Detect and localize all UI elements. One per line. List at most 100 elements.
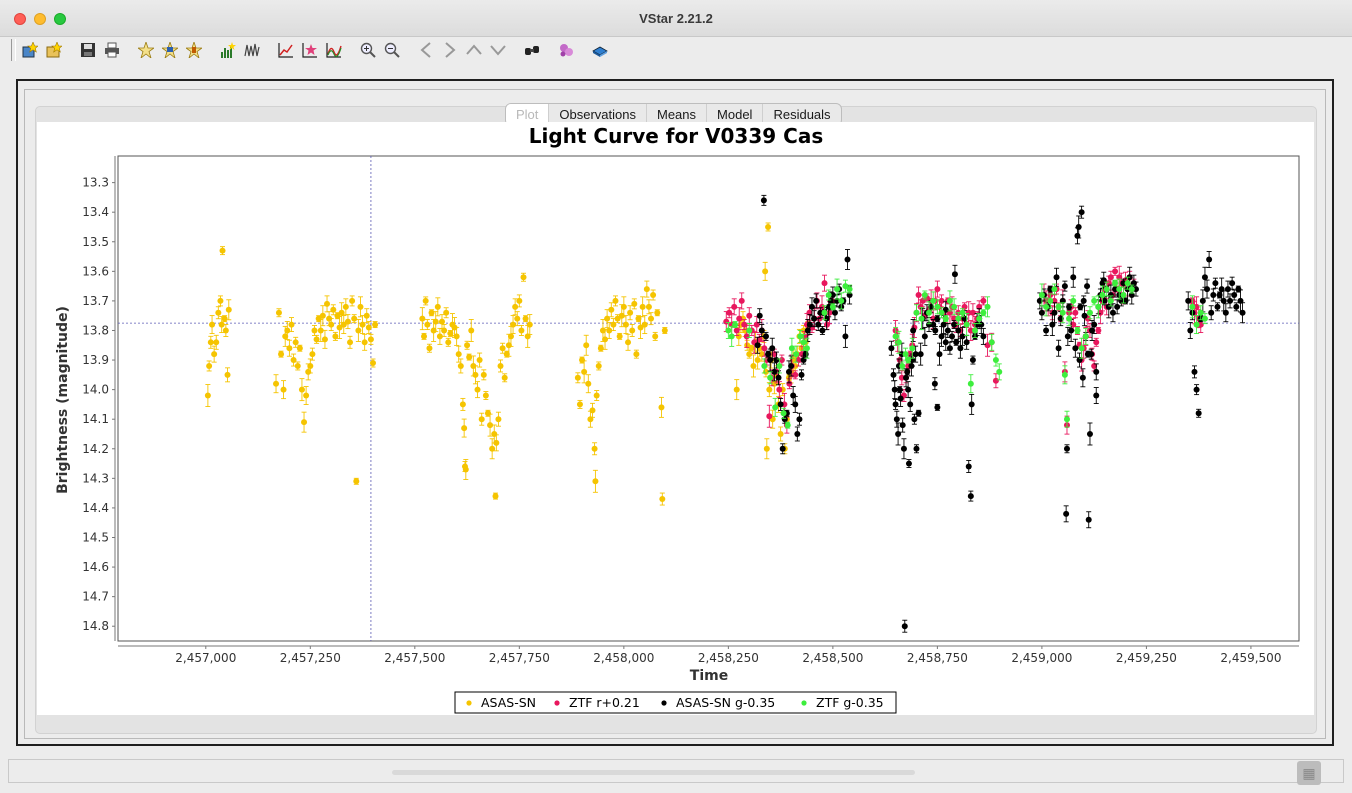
- data-point[interactable]: [466, 354, 473, 361]
- data-point[interactable]: [286, 345, 293, 352]
- data-point[interactable]: [309, 351, 316, 358]
- close-window-button[interactable]: [14, 13, 26, 25]
- data-point[interactable]: [772, 404, 779, 411]
- data-point[interactable]: [992, 377, 999, 384]
- data-point[interactable]: [901, 623, 908, 630]
- data-point[interactable]: [1231, 291, 1238, 298]
- data-point[interactable]: [507, 333, 514, 340]
- data-point[interactable]: [781, 416, 788, 423]
- data-point[interactable]: [930, 315, 937, 322]
- data-point[interactable]: [980, 333, 987, 340]
- data-point[interactable]: [773, 357, 780, 364]
- data-point[interactable]: [1112, 268, 1119, 275]
- data-point[interactable]: [338, 309, 345, 316]
- data-point[interactable]: [334, 312, 341, 319]
- data-point[interactable]: [478, 416, 485, 423]
- data-point[interactable]: [938, 297, 945, 304]
- filter-2-button[interactable]: [183, 39, 205, 61]
- data-point[interactable]: [1214, 303, 1221, 310]
- polynomial-button[interactable]: [323, 39, 345, 61]
- tab-residuals[interactable]: Residuals: [762, 104, 840, 125]
- info-button[interactable]: [135, 39, 157, 61]
- data-point[interactable]: [342, 303, 349, 310]
- data-point[interactable]: [765, 351, 772, 358]
- data-point[interactable]: [819, 327, 826, 334]
- data-point[interactable]: [899, 362, 906, 369]
- data-point[interactable]: [330, 306, 337, 313]
- data-point[interactable]: [629, 327, 636, 334]
- data-point[interactable]: [898, 374, 905, 381]
- data-point[interactable]: [1193, 321, 1200, 328]
- plugin-button[interactable]: [555, 39, 577, 61]
- data-point[interactable]: [959, 309, 966, 316]
- data-point[interactable]: [654, 309, 661, 316]
- data-point[interactable]: [1116, 286, 1123, 293]
- data-point[interactable]: [896, 386, 903, 393]
- data-point[interactable]: [934, 286, 941, 293]
- data-point[interactable]: [637, 324, 644, 331]
- data-point[interactable]: [1081, 312, 1088, 319]
- data-point[interactable]: [903, 374, 910, 381]
- data-point[interactable]: [499, 345, 506, 352]
- data-point[interactable]: [892, 333, 899, 340]
- data-point[interactable]: [516, 297, 523, 304]
- data-point[interactable]: [1222, 309, 1229, 316]
- data-point[interactable]: [319, 312, 326, 319]
- data-point[interactable]: [766, 386, 773, 393]
- data-point[interactable]: [614, 315, 621, 322]
- data-point[interactable]: [589, 407, 596, 414]
- data-point[interactable]: [767, 374, 774, 381]
- data-point[interactable]: [1103, 286, 1110, 293]
- zoom-window-button[interactable]: [54, 13, 66, 25]
- data-point[interactable]: [370, 360, 377, 367]
- data-point[interactable]: [821, 309, 828, 316]
- data-point[interactable]: [969, 309, 976, 316]
- pan-left-button[interactable]: [415, 39, 437, 61]
- data-point[interactable]: [344, 318, 351, 325]
- data-point[interactable]: [367, 336, 374, 343]
- data-point[interactable]: [1216, 291, 1223, 298]
- data-point[interactable]: [1070, 321, 1077, 328]
- data-point[interactable]: [905, 357, 912, 364]
- pan-down-button[interactable]: [487, 39, 509, 61]
- minimize-window-button[interactable]: [34, 13, 46, 25]
- data-point[interactable]: [432, 318, 439, 325]
- data-point[interactable]: [474, 386, 481, 393]
- data-point[interactable]: [936, 351, 943, 358]
- data-point[interactable]: [1112, 286, 1119, 293]
- data-point[interactable]: [733, 386, 740, 393]
- zoom-out-button[interactable]: [381, 39, 403, 61]
- data-point[interactable]: [493, 439, 500, 446]
- data-point[interactable]: [1047, 297, 1054, 304]
- data-point[interactable]: [606, 327, 613, 334]
- data-point[interactable]: [1107, 291, 1114, 298]
- data-point[interactable]: [796, 416, 803, 423]
- data-point[interactable]: [1107, 274, 1114, 281]
- data-point[interactable]: [332, 333, 339, 340]
- data-point[interactable]: [1124, 280, 1131, 287]
- data-point[interactable]: [980, 297, 987, 304]
- data-point[interactable]: [1193, 303, 1200, 310]
- data-point[interactable]: [793, 351, 800, 358]
- data-point[interactable]: [792, 401, 799, 408]
- data-point[interactable]: [842, 333, 849, 340]
- data-point[interactable]: [844, 256, 851, 263]
- data-point[interactable]: [790, 392, 797, 399]
- pan-up-button[interactable]: [463, 39, 485, 61]
- data-point[interactable]: [1095, 327, 1102, 334]
- data-point[interactable]: [1220, 297, 1227, 304]
- data-point[interactable]: [1109, 309, 1116, 316]
- data-point[interactable]: [1107, 297, 1114, 304]
- data-point[interactable]: [976, 315, 983, 322]
- data-point[interactable]: [953, 339, 960, 346]
- data-point[interactable]: [455, 351, 462, 358]
- data-point[interactable]: [1239, 309, 1246, 316]
- tab-observations[interactable]: Observations: [548, 104, 646, 125]
- data-point[interactable]: [890, 371, 897, 378]
- data-point[interactable]: [476, 357, 483, 364]
- data-point[interactable]: [825, 303, 832, 310]
- data-point[interactable]: [1089, 327, 1096, 334]
- data-point[interactable]: [363, 312, 370, 319]
- data-point[interactable]: [817, 309, 824, 316]
- data-point[interactable]: [1189, 303, 1196, 310]
